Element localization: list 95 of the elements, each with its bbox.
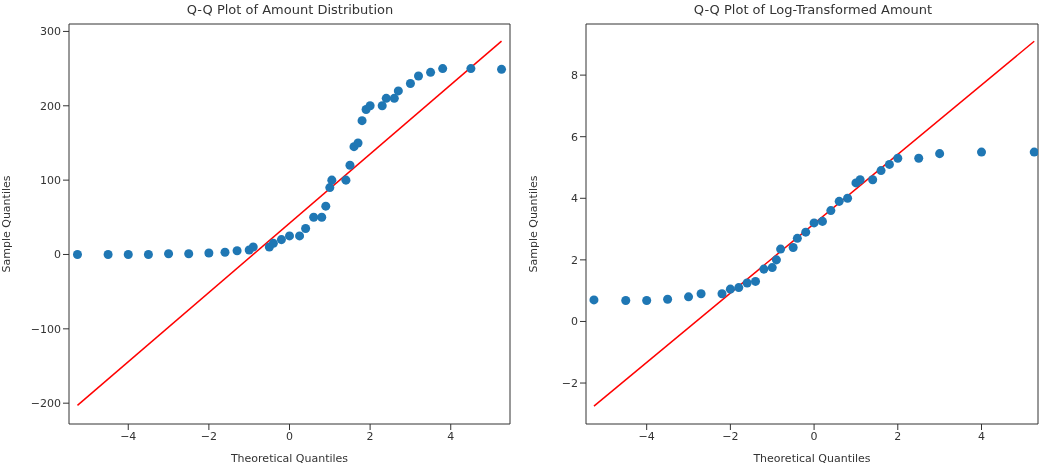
point <box>684 292 694 302</box>
point <box>742 278 752 288</box>
point <box>268 238 278 248</box>
point <box>914 153 924 163</box>
point <box>393 86 403 96</box>
y-tick-label: 2 <box>571 253 578 267</box>
point <box>220 247 230 257</box>
point <box>426 67 436 77</box>
chart-title: Q-Q Plot of Amount Distribution <box>185 2 395 17</box>
point <box>389 93 399 103</box>
x-tick-label: −4 <box>120 429 137 443</box>
point <box>696 289 706 299</box>
x-tick-label: −4 <box>638 429 655 443</box>
y-tick-label: −200 <box>30 397 61 411</box>
x-axis-title: Theoretical Quantiles <box>752 452 871 465</box>
point <box>204 248 214 258</box>
x-tick-label: 2 <box>366 429 374 443</box>
point <box>771 255 781 265</box>
point <box>123 249 133 259</box>
point <box>817 216 827 226</box>
point <box>103 249 113 259</box>
point <box>381 93 391 103</box>
point <box>497 64 507 74</box>
point <box>413 71 424 81</box>
x-tick-label: −2 <box>200 429 217 443</box>
point <box>341 175 351 185</box>
y-tick-label: 6 <box>571 130 578 144</box>
point <box>377 101 387 111</box>
point <box>642 296 652 306</box>
point <box>792 233 802 243</box>
point <box>325 183 335 193</box>
x-tick-label: 0 <box>810 429 818 443</box>
point <box>809 218 819 228</box>
point <box>788 243 798 253</box>
y-tick-label: −2 <box>561 376 578 390</box>
point <box>345 160 355 170</box>
point <box>276 235 286 245</box>
point <box>935 149 945 159</box>
point <box>357 116 367 126</box>
point <box>801 227 811 237</box>
point <box>143 249 153 259</box>
point <box>466 64 476 74</box>
point <box>868 175 878 185</box>
point <box>843 193 853 203</box>
point <box>164 249 174 259</box>
point <box>663 294 673 304</box>
y-tick-label: 4 <box>571 192 578 206</box>
point <box>884 159 894 169</box>
point <box>438 64 448 74</box>
point <box>734 283 744 293</box>
point <box>855 175 865 185</box>
point <box>309 212 319 222</box>
point <box>295 231 305 241</box>
point <box>327 175 337 185</box>
point <box>976 147 987 157</box>
chart-title: Q-Q Plot of Log-Transformed Amount <box>692 2 934 17</box>
point <box>750 276 761 286</box>
x-tick-label: 0 <box>286 429 293 443</box>
point <box>301 223 311 233</box>
x-tick-label: 4 <box>978 429 985 443</box>
y-axis-title: Sample Quantiles <box>0 175 13 273</box>
point <box>1029 147 1038 157</box>
point <box>826 206 836 216</box>
point <box>321 201 331 211</box>
point <box>876 166 886 176</box>
point <box>365 101 375 111</box>
point <box>589 295 599 305</box>
point <box>284 231 295 241</box>
y-axis-title: Sample Quantiles <box>526 175 540 273</box>
y-tick-label: −100 <box>30 322 61 336</box>
point <box>232 246 242 256</box>
point <box>184 249 194 259</box>
point <box>717 289 727 299</box>
point <box>767 263 777 273</box>
point <box>621 296 631 306</box>
point <box>405 78 415 88</box>
point <box>759 264 769 274</box>
x-tick-label: 4 <box>447 429 455 443</box>
y-tick-label: 200 <box>40 99 61 113</box>
x-tick-label: −2 <box>722 429 739 443</box>
point <box>248 242 258 252</box>
point <box>776 244 786 254</box>
point <box>893 153 903 163</box>
y-tick-label: 0 <box>571 315 578 329</box>
point <box>72 249 82 259</box>
x-tick-label: 2 <box>894 429 902 443</box>
y-tick-label: 8 <box>571 69 578 83</box>
y-tick-label: 100 <box>40 174 61 188</box>
point <box>834 196 844 206</box>
point <box>317 212 327 222</box>
x-axis-title: Theoretical Quantiles <box>229 452 349 465</box>
y-tick-label: 0 <box>54 248 61 262</box>
point <box>725 284 735 294</box>
y-tick-label: 300 <box>40 25 61 39</box>
point <box>353 138 363 148</box>
